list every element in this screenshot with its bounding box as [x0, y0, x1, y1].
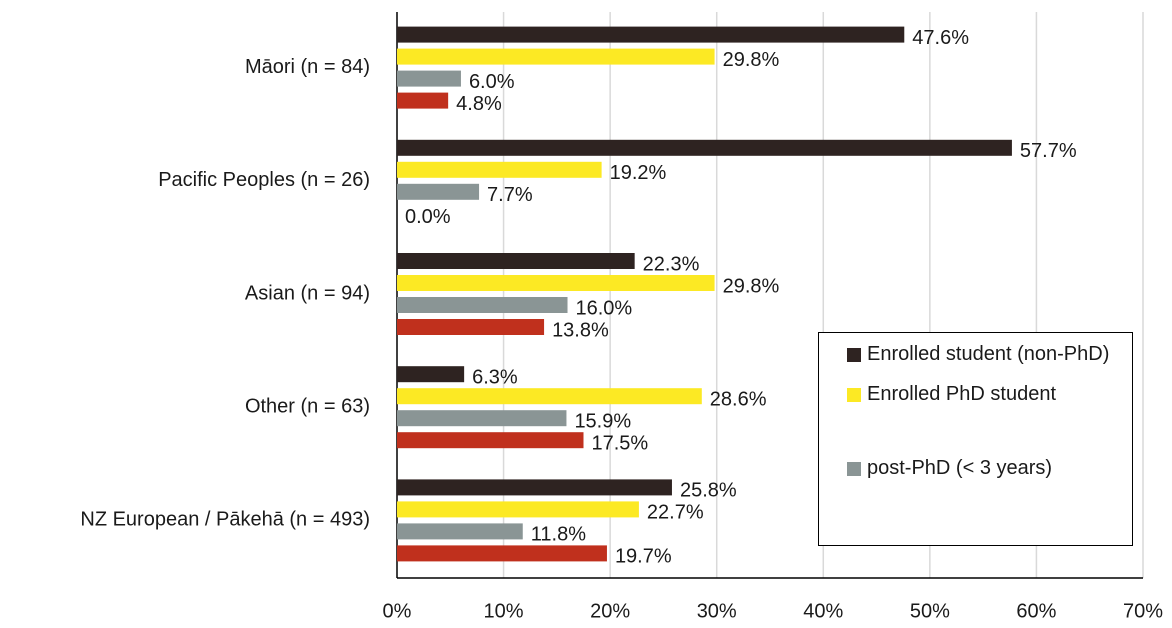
data-label: 13.8%	[552, 319, 609, 341]
x-tick-label: 60%	[1016, 600, 1056, 622]
x-tick-label: 20%	[590, 600, 630, 622]
bar	[397, 545, 607, 562]
data-label: 22.3%	[643, 253, 700, 275]
data-label: 28.6%	[710, 388, 767, 410]
data-label: 6.0%	[469, 71, 515, 93]
data-label: 19.2%	[610, 162, 667, 184]
bar	[397, 92, 449, 109]
data-label: 0.0%	[405, 206, 451, 228]
data-label: 25.8%	[680, 480, 737, 502]
data-label: 11.8%	[531, 524, 586, 546]
bar	[397, 388, 702, 405]
x-tick-label: 40%	[803, 600, 843, 622]
bar	[397, 183, 480, 200]
data-label: 17.5%	[592, 432, 649, 454]
legend-entry: post-PhD (< 3 years)	[847, 453, 1122, 483]
bar	[397, 275, 715, 291]
data-label: 16.0%	[576, 297, 633, 319]
bar	[397, 523, 523, 540]
y-tick-label: Pacific Peoples (n = 26)	[158, 169, 370, 191]
bar	[397, 26, 905, 43]
data-label: 7.7%	[487, 184, 533, 206]
y-tick-label: NZ European / Pākehā (n = 493)	[80, 509, 370, 531]
bar	[397, 366, 465, 383]
data-label: 19.7%	[615, 546, 672, 568]
legend: Enrolled student (non-PhD) Enrolled PhD s…	[818, 332, 1133, 546]
legend-swatch	[847, 462, 861, 476]
bar	[397, 410, 567, 427]
data-label: 29.8%	[723, 275, 780, 297]
x-tick-label: 50%	[910, 600, 950, 622]
bar	[397, 319, 545, 335]
bar	[397, 297, 568, 313]
legend-label: post-PhD (< 3 years)	[867, 457, 1053, 479]
data-label: 29.8%	[723, 49, 780, 71]
legend-swatch	[847, 388, 861, 402]
data-label: 57.7%	[1020, 140, 1077, 162]
x-tick-label: 70%	[1123, 600, 1163, 622]
data-label: 6.3%	[472, 366, 518, 388]
x-tick-label: 30%	[697, 600, 737, 622]
y-tick-label: Māori (n = 84)	[245, 56, 370, 78]
legend-label: Enrolled student (non-PhD)	[867, 343, 1110, 365]
legend-swatch	[847, 348, 861, 362]
legend-entry: Enrolled student (non-PhD)	[847, 339, 1122, 369]
bar	[397, 501, 639, 518]
x-tick-label: 0%	[383, 600, 412, 622]
bar	[397, 479, 672, 496]
data-label: 47.6%	[912, 27, 969, 49]
bar	[397, 432, 584, 449]
legend-label: Enrolled PhD student	[867, 383, 1057, 405]
bar	[397, 70, 461, 87]
y-tick-label: Asian (n = 94)	[245, 282, 370, 304]
bar	[397, 161, 602, 178]
bar	[397, 48, 715, 65]
bar	[397, 253, 635, 269]
legend-entry: Enrolled PhD student	[847, 379, 1122, 409]
data-label: 22.7%	[647, 502, 704, 524]
y-tick-label: Other (n = 63)	[245, 395, 370, 417]
x-tick-label: 10%	[484, 600, 524, 622]
data-label: 4.8%	[456, 93, 502, 115]
data-label: 15.9%	[574, 410, 631, 432]
bar	[397, 139, 1012, 156]
